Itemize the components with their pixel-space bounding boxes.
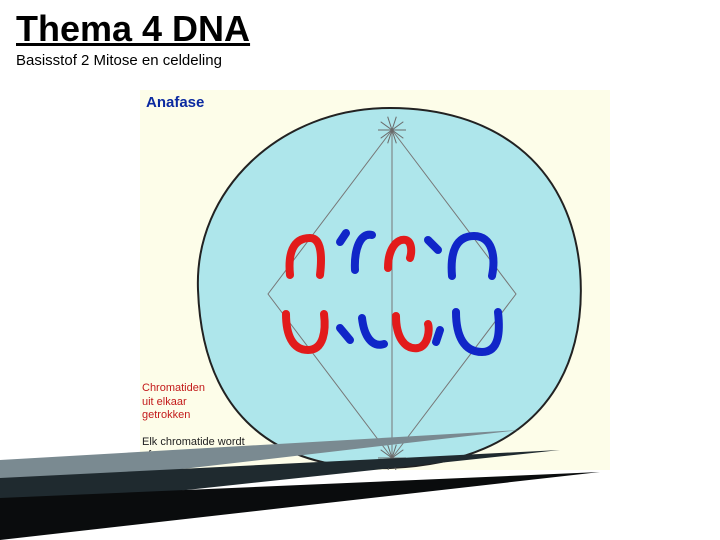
phase-label: Anafase (146, 94, 204, 111)
caption-chromosome: Elk chromatide wordt afzonderlijk chromo… (142, 436, 264, 462)
decor-stripe-3 (0, 472, 600, 540)
diagram-svg (140, 90, 610, 470)
caption-line: afzonderlijk chromosoom (142, 449, 264, 462)
caption-line: uit elkaar (142, 396, 205, 409)
caption-line: getrokken (142, 409, 205, 422)
cell-outline (198, 108, 581, 468)
page-subtitle: Basisstof 2 Mitose en celdeling (0, 50, 720, 69)
caption-line: Elk chromatide wordt (142, 436, 264, 449)
anaphase-diagram: Anafase Chromatiden uit elkaar getrokken… (140, 90, 610, 470)
caption-chromatids-pulled: Chromatiden uit elkaar getrokken (142, 382, 205, 422)
page-title: Thema 4 DNA (0, 0, 720, 50)
caption-line: Chromatiden (142, 382, 205, 395)
